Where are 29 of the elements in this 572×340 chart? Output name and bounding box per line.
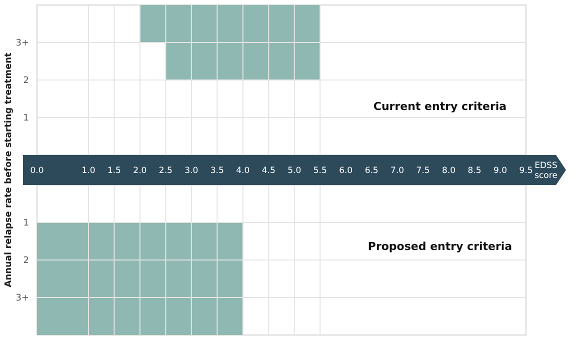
- x-axis-title: EDSS score: [534, 160, 558, 181]
- y-tick-label: 3+: [16, 38, 29, 49]
- x-tick-label: 1.0: [82, 166, 96, 176]
- x-tick-label: 9.0: [493, 166, 508, 176]
- x-tick-label: 6.5: [364, 166, 378, 176]
- x-tick-label: 8.0: [442, 166, 456, 176]
- x-tick-label: 7.0: [390, 166, 404, 176]
- x-tick-label: 3.5: [210, 166, 224, 176]
- y-tick-label: 2: [23, 76, 29, 86]
- x-tick-label: 9.5: [519, 166, 533, 176]
- x-tick-label: 4.0: [236, 166, 250, 176]
- x-tick-label: 1.5: [107, 166, 121, 176]
- y-tick-label: 2: [23, 256, 29, 266]
- y-axis-title: Annual relapse rate before starting treatment: [4, 52, 14, 288]
- x-tick-label: 6.0: [339, 166, 353, 176]
- x-tick-label: 5.0: [288, 166, 302, 176]
- x-tick-label: 2.0: [133, 166, 147, 176]
- y-tick-label: 1: [23, 218, 29, 229]
- y-tick-label: 1: [23, 114, 29, 124]
- x-tick-label: 3.0: [184, 166, 198, 176]
- x-tick-label: 4.5: [262, 166, 276, 176]
- annotation: Current entry criteria: [373, 100, 507, 113]
- x-tick-label: 8.5: [468, 166, 482, 176]
- x-tick-label: 5.5: [313, 166, 327, 176]
- x-tick-label: 2.5: [158, 166, 172, 176]
- x-tick-label: 0.0: [30, 166, 44, 176]
- annotation: Proposed entry criteria: [368, 240, 512, 253]
- x-tick-label: 7.5: [416, 166, 430, 176]
- y-tick-label: 3+: [16, 294, 29, 304]
